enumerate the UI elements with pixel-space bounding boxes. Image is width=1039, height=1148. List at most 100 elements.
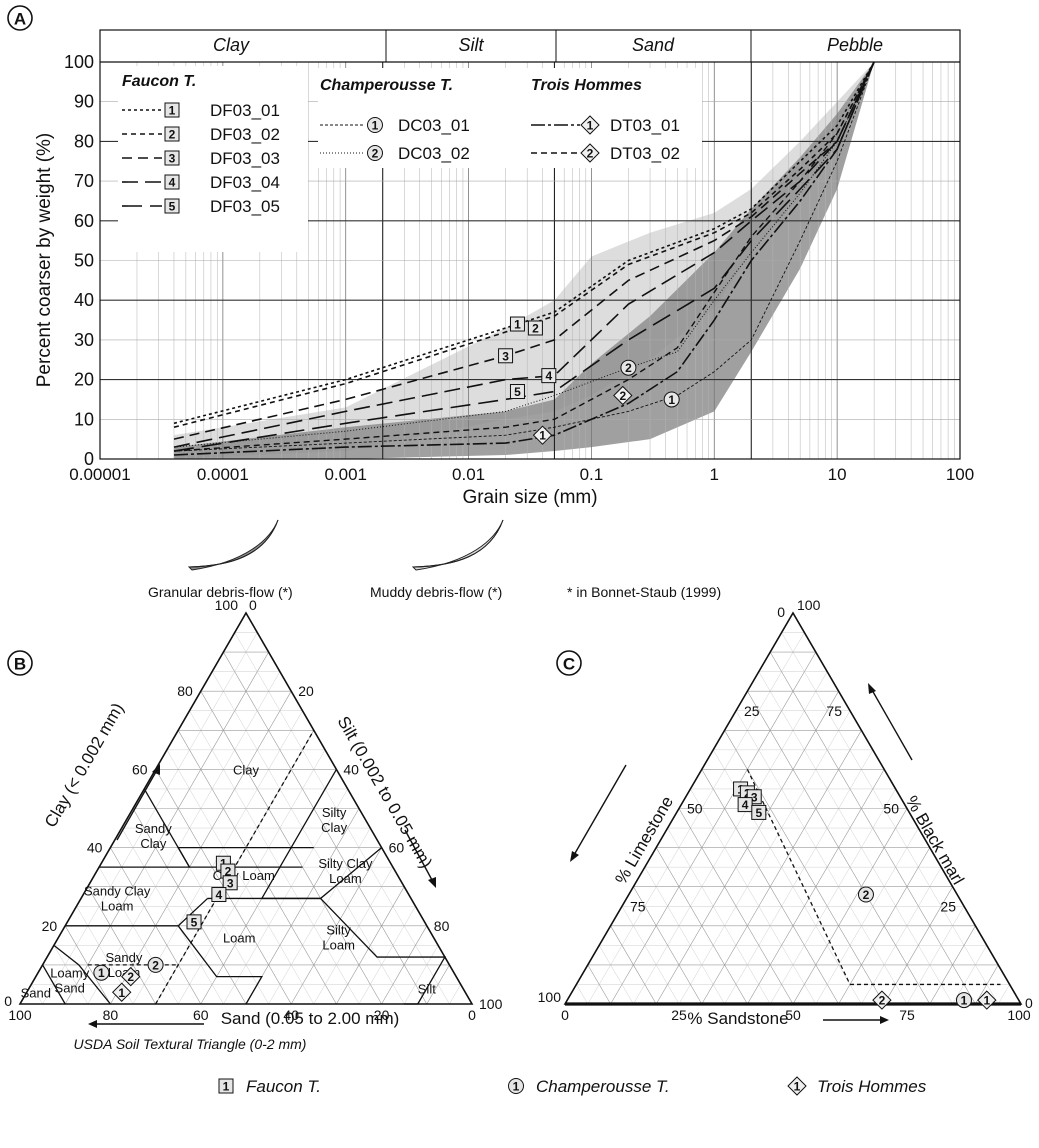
rock-point-circle-1-label: 1: [961, 994, 968, 1008]
curve-marker-circle-1-label: 1: [668, 393, 675, 407]
series-line-df03-02: [173, 61, 875, 428]
series-line-df03-01: [173, 61, 875, 425]
legend: Faucon T. Champerousse T. Trois Hommes 1…: [118, 66, 702, 252]
region-silty-clay-loam-line2: Loam: [329, 871, 362, 886]
y-tick-0: 0: [84, 449, 94, 469]
panel-a-letter: A: [14, 10, 26, 29]
region-silty-clay-line2: Clay: [321, 820, 348, 835]
series-layer: [173, 61, 875, 456]
sand-tick-100: 100: [8, 1007, 32, 1023]
legend-marker-dc03-02: 2: [367, 145, 383, 161]
curve-marker-circle-2-label: 2: [625, 361, 632, 375]
bound-silt-loam: [320, 897, 447, 1005]
y-axis-label: Percent coarser by weight (%): [34, 133, 55, 388]
dashed-line-c: [746, 769, 851, 985]
zone-pebble: Pebble: [827, 35, 883, 55]
x-tick-0-1: 0.1: [580, 465, 604, 484]
limestone-tick-100: 100: [538, 989, 562, 1005]
footer-legend: Faucon T. Champerousse T. Trois Hommes 1…: [218, 1076, 927, 1096]
footer-marker-champerousse-t: 1: [508, 1078, 524, 1094]
sandstone-tick-75: 75: [899, 1007, 915, 1023]
y-tick-70: 70: [74, 171, 94, 191]
series-line-dt03-01: [173, 61, 875, 456]
footer-champerousse: Champerousse T.: [536, 1077, 670, 1096]
curve-marker-circle-2: 2: [620, 359, 637, 376]
region-silty-loam-line1: Silty: [326, 923, 351, 938]
x-tick-0-01: 0.01: [452, 465, 485, 484]
legend-marker-df03-04-label: 4: [169, 176, 176, 190]
region-silty-clay-loam-line1: Silty Clay: [318, 856, 373, 871]
dashed-line-b: [155, 729, 315, 1005]
legend-label-df03-04: DF03_04: [210, 173, 280, 192]
legend-marker-df03-05-label: 5: [169, 200, 176, 214]
legend-label-dc03-01: DC03_01: [398, 116, 470, 135]
legend-granular: Granular debris-flow (*): [148, 584, 293, 600]
usda-point-square-5-label: 5: [191, 915, 198, 929]
panel-b-letter: B: [14, 655, 26, 674]
rock-point-diamond-1-label: 1: [983, 994, 990, 1008]
silt-tick-0: 0: [249, 597, 257, 613]
rock-point-diamond-2-label: 2: [879, 994, 886, 1008]
region-sand: Sand: [21, 985, 51, 1000]
legend-marker-dc03-01-label: 1: [372, 119, 379, 133]
silt-tick-20: 20: [298, 683, 314, 699]
legend-label-dc03-02: DC03_02: [398, 144, 470, 163]
usda-point-circle-2: 2: [147, 956, 164, 973]
y-tick-30: 30: [74, 330, 94, 350]
usda-point-square-4-label: 4: [216, 888, 223, 902]
series-line-df03-05: [173, 61, 875, 452]
bound-loamy-sand: [53, 944, 111, 1005]
x-tick-0-001: 0.001: [324, 465, 367, 484]
y-tick-60: 60: [74, 211, 94, 231]
ternary-dashed-c: [746, 769, 1001, 986]
footer-trois-hommes: Trois Hommes: [817, 1077, 927, 1096]
legend-title-faucon: Faucon T.: [122, 73, 196, 90]
legend-label-dt03-02: DT03_02: [610, 144, 680, 163]
legend-marker-df03-04: 4: [164, 174, 180, 190]
bound-sand: [42, 964, 66, 1005]
limestone-tick-25: 25: [744, 703, 760, 719]
legend-muddy: Muddy debris-flow (*): [370, 584, 502, 600]
panel-c-letter: C: [563, 655, 575, 674]
rock-point-square-5-label: 5: [755, 806, 762, 820]
usda-point-circle-2-label: 2: [152, 958, 159, 972]
usda-caption: USDA Soil Textural Triangle (0-2 mm): [74, 1036, 307, 1052]
usda-point-diamond-1: 1: [111, 982, 132, 1002]
region-sandy-clay-loam-line1: Sandy Clay: [84, 883, 151, 898]
zone-silt: Silt: [458, 35, 484, 55]
marl-tick-100: 100: [797, 597, 821, 613]
marl-tick-25: 25: [940, 898, 956, 914]
curve-marker-square-3: 3: [498, 348, 514, 364]
footer-faucon: Faucon T.: [246, 1077, 321, 1096]
y-tick-80: 80: [74, 131, 94, 151]
rock-point-diamond-1: 1: [977, 990, 997, 1010]
region-loam: Loam: [223, 931, 256, 946]
footer-marker-trois-hommes: 1: [787, 1076, 807, 1096]
y-tick-90: 90: [74, 92, 94, 112]
sand-tick-80: 80: [103, 1007, 119, 1023]
silt-tick-80: 80: [434, 918, 450, 934]
limestone-tick-50: 50: [687, 801, 703, 817]
legend-label-df03-05: DF03_05: [210, 197, 280, 216]
legend-marker-df03-02-label: 2: [169, 128, 176, 142]
usda-point-square-3: 3: [222, 875, 238, 891]
x-tick-1: 1: [710, 465, 719, 484]
region-silty-loam-line2: Loam: [322, 938, 355, 953]
curve-marker-square-4: 4: [541, 368, 557, 384]
x-tick-100: 100: [946, 465, 974, 484]
rock-point-circle-2: 2: [857, 886, 874, 903]
usda-point-square-4: 4: [211, 887, 227, 903]
curve-marker-square-1-label: 1: [514, 318, 521, 332]
region-silt: Silt: [418, 981, 436, 996]
legend-marker-dc03-02-label: 2: [372, 147, 379, 161]
tick-labels: 0.00001 0.0001 0.001 0.01 0.1 1 10 100 0 10 20 30 40…: [64, 52, 974, 484]
silt-tick-40: 40: [343, 761, 359, 777]
series-line-df03-04: [173, 61, 875, 448]
curve-marker-square-2: 2: [527, 320, 543, 336]
rock-point-square-4-label: 4: [742, 798, 749, 812]
footer-marker-trois-hommes-label: 1: [794, 1080, 801, 1094]
